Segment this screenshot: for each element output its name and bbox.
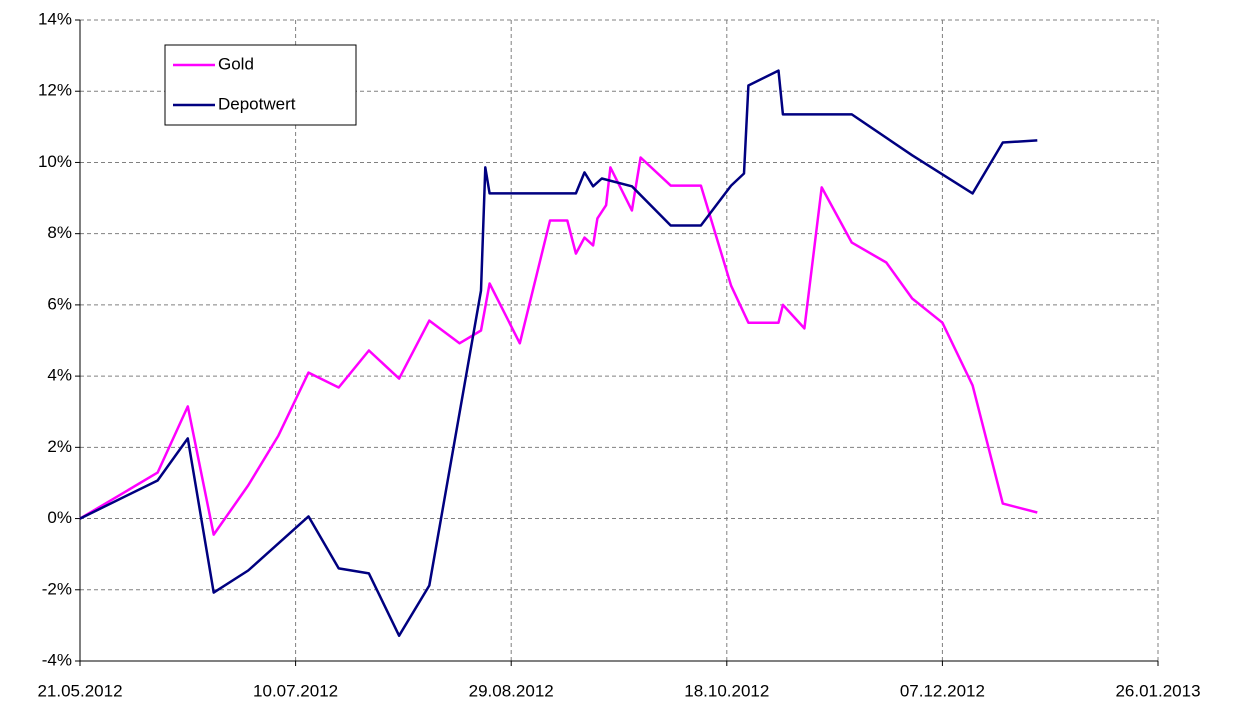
y-tick-label: 14% <box>38 9 72 28</box>
series-line <box>79 156 1038 536</box>
y-tick-label: -2% <box>42 579 72 598</box>
y-tick-label: 0% <box>47 508 72 527</box>
x-tick-label: 26.01.2013 <box>1115 681 1200 700</box>
x-tick-label: 07.12.2012 <box>900 681 985 700</box>
x-tick-label: 21.05.2012 <box>37 681 122 700</box>
legend-box <box>164 44 357 126</box>
y-tick-label: 8% <box>47 223 72 242</box>
x-tick-label: 18.10.2012 <box>684 681 769 700</box>
y-tick-label: -4% <box>42 650 72 669</box>
legend-label: Depotwert <box>218 94 296 113</box>
legend-label: Gold <box>218 54 254 73</box>
x-tick-label: 29.08.2012 <box>469 681 554 700</box>
y-tick-label: 10% <box>38 152 72 171</box>
y-tick-label: 4% <box>47 366 72 385</box>
y-tick-label: 6% <box>47 294 72 313</box>
series-line <box>79 69 1038 637</box>
y-tick-label: 12% <box>38 81 72 100</box>
x-tick-label: 10.07.2012 <box>253 681 338 700</box>
y-tick-label: 2% <box>47 437 72 456</box>
